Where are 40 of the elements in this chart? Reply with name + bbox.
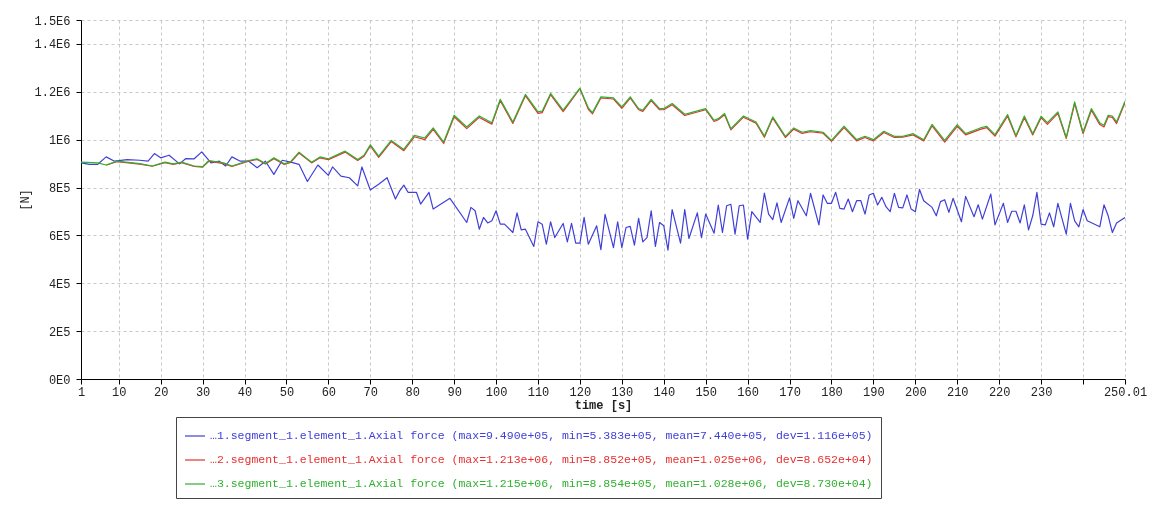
legend-label: …2.segment_1.element_1.Axial force (max=1.213e+06, min=8.852e+05, mean=1.025e+06, dev=8.652e+04) — [210, 453, 873, 466]
x-tick-label: 150 — [695, 385, 717, 400]
x-tick-label: 20 — [153, 385, 169, 400]
x-tick-label: 200 — [905, 385, 927, 400]
x-tick-label: 140 — [653, 385, 676, 400]
x-tick-label: 180 — [821, 385, 843, 400]
y-tick-label: 8E5 — [48, 182, 71, 197]
y-tick-label: 1.4E6 — [34, 38, 71, 53]
y-tick-label: 2E5 — [48, 325, 71, 340]
x-tick-label: 90 — [447, 385, 462, 400]
y-tick-label: 0E0 — [48, 373, 71, 388]
x-tick-label: 70 — [363, 385, 378, 400]
x-tick-label: 220 — [988, 385, 1011, 400]
x-axis-title: time [s] — [574, 398, 633, 413]
x-tick-label: 120 — [569, 385, 592, 400]
x-tick-label: 110 — [527, 385, 550, 400]
x-tick-label: 130 — [611, 385, 634, 400]
y-axis-title: [N] — [19, 189, 34, 211]
x-tick-label: 230 — [1030, 385, 1053, 400]
x-tick-label: 160 — [737, 385, 759, 400]
y-tick-label: 4E5 — [48, 277, 71, 292]
x-tick-label: 30 — [195, 385, 211, 400]
x-tick-label: 1 — [77, 385, 86, 400]
y-tick-label: 1E6 — [48, 134, 71, 149]
x-tick-label: 170 — [779, 385, 801, 400]
x-tick-label: 80 — [405, 385, 420, 400]
y-tick-label: 1.5E6 — [34, 14, 71, 29]
y-tick-label: 1.2E6 — [34, 86, 71, 101]
x-tick-label: 250.01 — [1103, 385, 1148, 400]
x-tick-label: 60 — [321, 385, 337, 400]
line-series — [81, 151, 1125, 251]
y-tick-label: 6E5 — [48, 229, 71, 244]
x-tick-label: 100 — [485, 385, 508, 400]
x-tick-label: 50 — [279, 385, 295, 400]
x-tick-label: 40 — [237, 385, 253, 400]
x-tick-label: 190 — [863, 385, 885, 400]
x-tick-label: 10 — [112, 385, 127, 400]
x-tick-label: 210 — [946, 385, 969, 400]
legend-label: …3.segment_1.element_1.Axial force (max=1.215e+06, min=8.854e+05, mean=1.028e+06, dev=8.730e+04) — [210, 477, 873, 490]
legend-label: …1.segment_1.element_1.Axial force (max=9.490e+05, min=5.383e+05, mean=7.440e+05, dev=1.116e+05) — [210, 429, 873, 442]
